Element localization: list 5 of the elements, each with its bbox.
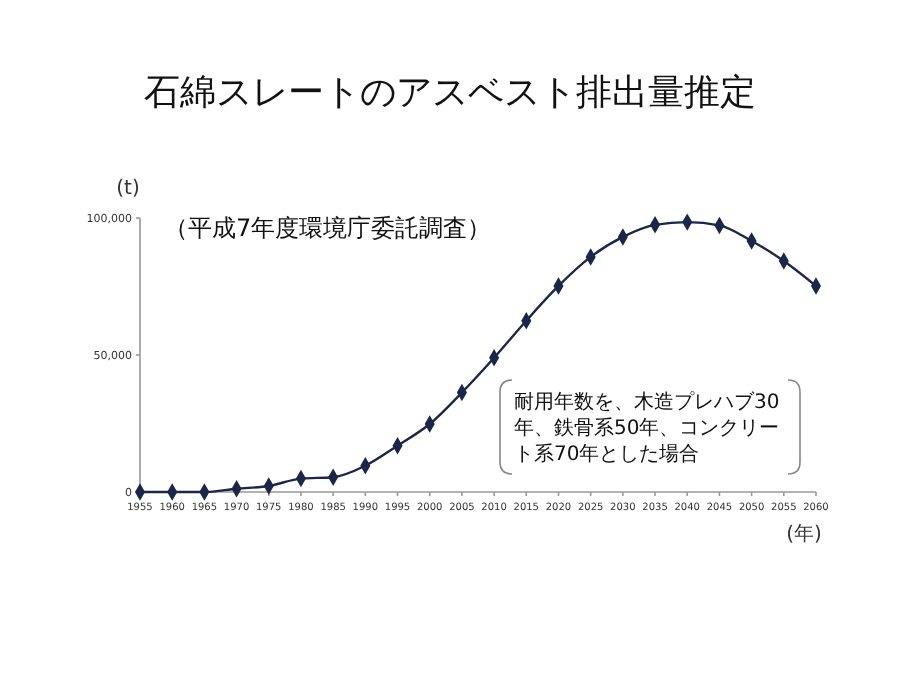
annotation: 耐用年数を、木造プレハブ30年、鉄骨系50年、コンクリート系70年とした場合 [514, 390, 780, 466]
x-axis-title: (年) [786, 522, 822, 546]
y-axis-title: (t) [116, 178, 140, 200]
annotation: （平成7年度環境庁委託調査） [164, 214, 492, 242]
chart-title: 石綿スレートのアスベスト排出量推定 [144, 72, 756, 114]
